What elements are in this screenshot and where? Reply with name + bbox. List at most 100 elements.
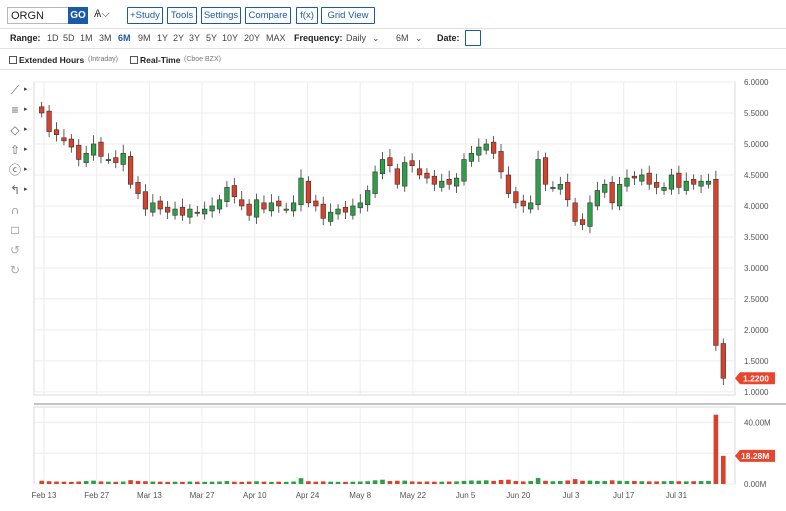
- candle-body: [498, 151, 504, 173]
- candle-body: [572, 202, 578, 222]
- go-button[interactable]: GO: [68, 7, 88, 24]
- pattern-icon[interactable]: ↰: [9, 183, 21, 197]
- chevron-right-icon[interactable]: ▸: [24, 86, 28, 93]
- range-20y[interactable]: 20Y: [244, 33, 261, 43]
- candle-body: [290, 202, 297, 212]
- lock-icon[interactable]: □: [11, 223, 19, 237]
- volume-bar: [232, 481, 237, 484]
- volume-bar: [98, 481, 104, 484]
- period-select[interactable]: 6M: [396, 33, 409, 43]
- range-6m[interactable]: 6M: [118, 33, 131, 43]
- grid-view-button[interactable]: Grid View: [321, 7, 375, 24]
- volume-bar: [172, 481, 178, 484]
- chevron-right-icon[interactable]: ▸: [24, 126, 28, 133]
- volume-bar: [572, 479, 578, 484]
- add-study-button[interactable]: +Study: [127, 7, 163, 24]
- candle-body: [216, 199, 223, 210]
- range-5d[interactable]: 5D: [63, 33, 75, 43]
- range-1y[interactable]: 1Y: [157, 33, 169, 43]
- volume-bar: [143, 481, 148, 484]
- period-chevron-icon[interactable]: ⌄: [415, 33, 423, 43]
- symbol-input[interactable]: [7, 7, 70, 24]
- range-1d[interactable]: 1D: [47, 33, 59, 43]
- volume-bar: [409, 481, 415, 484]
- candle-body: [231, 185, 237, 197]
- fibonacci-icon[interactable]: ≡: [11, 103, 19, 117]
- candle-body: [298, 177, 304, 206]
- volume-bar: [720, 455, 726, 484]
- volume-tick-label: 40.00M: [744, 418, 771, 427]
- date-tick-label: Jun 5: [456, 491, 476, 500]
- candle-body: [609, 182, 615, 204]
- candle-body: [654, 182, 660, 188]
- magnet-icon[interactable]: ∩: [10, 203, 20, 217]
- chevron-right-icon[interactable]: ▸: [24, 146, 28, 153]
- real-time-checkbox[interactable]: [130, 56, 138, 64]
- volume-bar: [528, 480, 533, 484]
- last-price-label: 1.2200: [743, 373, 769, 383]
- chevron-right-icon[interactable]: ▸: [24, 186, 28, 193]
- volume-bar: [372, 480, 378, 484]
- settings-button[interactable]: Settings: [201, 7, 241, 24]
- volume-bar: [676, 481, 682, 484]
- undo-icon[interactable]: ↺: [9, 243, 21, 257]
- calendar-icon[interactable]: [465, 30, 481, 46]
- volume-bar: [335, 481, 341, 484]
- volume-bar: [113, 481, 119, 484]
- candle-body: [150, 202, 156, 213]
- arrows-icon[interactable]: ⇧: [9, 143, 21, 157]
- candle-body: [491, 141, 497, 154]
- range-5y[interactable]: 5Y: [206, 33, 218, 43]
- chevron-right-icon[interactable]: ▸: [24, 106, 28, 113]
- price-panel-frame: [33, 81, 736, 396]
- extended-hours-checkbox[interactable]: [9, 56, 17, 64]
- range-3m[interactable]: 3M: [99, 33, 112, 43]
- range-max[interactable]: MAX: [266, 33, 286, 43]
- range-2y[interactable]: 2Y: [173, 33, 185, 43]
- frequency-select[interactable]: Daily: [346, 33, 367, 43]
- chevron-right-icon[interactable]: ▸: [24, 166, 28, 173]
- volume-bar: [646, 481, 652, 484]
- line-draw-icon[interactable]: ⟋: [10, 83, 20, 97]
- volume-bar: [654, 481, 659, 484]
- candle-body: [550, 187, 556, 189]
- candle-body: [535, 159, 541, 206]
- candle-body: [113, 157, 119, 163]
- real-time-sub: (Cboe BZX): [184, 56, 221, 63]
- candle-body: [631, 175, 637, 179]
- candle-body: [320, 203, 326, 219]
- candle-body: [646, 172, 652, 185]
- volume-bar: [61, 481, 67, 484]
- date-tick-label: Jul 17: [613, 491, 635, 500]
- range-3y[interactable]: 3Y: [189, 33, 201, 43]
- volume-bar: [558, 480, 563, 484]
- candle-body: [439, 180, 445, 188]
- frequency-chevron-icon[interactable]: ⌄: [372, 33, 380, 43]
- volume-bar: [343, 481, 348, 484]
- candle-body: [446, 179, 452, 185]
- candle-body: [594, 190, 600, 207]
- candle-body: [39, 106, 45, 114]
- volume-bar: [150, 481, 156, 484]
- redo-icon[interactable]: ↻: [9, 263, 21, 277]
- compare-button[interactable]: Compare: [245, 7, 291, 24]
- date-tick-label: Feb 13: [32, 491, 57, 500]
- function-button[interactable]: f(x): [296, 7, 318, 24]
- tools-button[interactable]: Tools: [167, 7, 197, 24]
- volume-bar: [669, 480, 674, 484]
- candle-body: [53, 129, 60, 135]
- volume-bar: [128, 480, 133, 484]
- volume-bar: [83, 481, 89, 484]
- volume-bar: [261, 481, 267, 484]
- candles: [39, 101, 726, 386]
- range-1m[interactable]: 1M: [80, 33, 93, 43]
- shapes-icon[interactable]: ◇: [10, 123, 20, 137]
- option-chain-icon[interactable]: Ѧ⌵: [94, 8, 110, 20]
- range-9m[interactable]: 9M: [138, 33, 151, 43]
- range-10y[interactable]: 10Y: [222, 33, 239, 43]
- candle-body: [135, 182, 141, 194]
- real-time-label: Real-Time: [140, 55, 181, 65]
- annotation-icon[interactable]: ⓒ: [8, 163, 21, 177]
- volume-bar: [587, 480, 593, 484]
